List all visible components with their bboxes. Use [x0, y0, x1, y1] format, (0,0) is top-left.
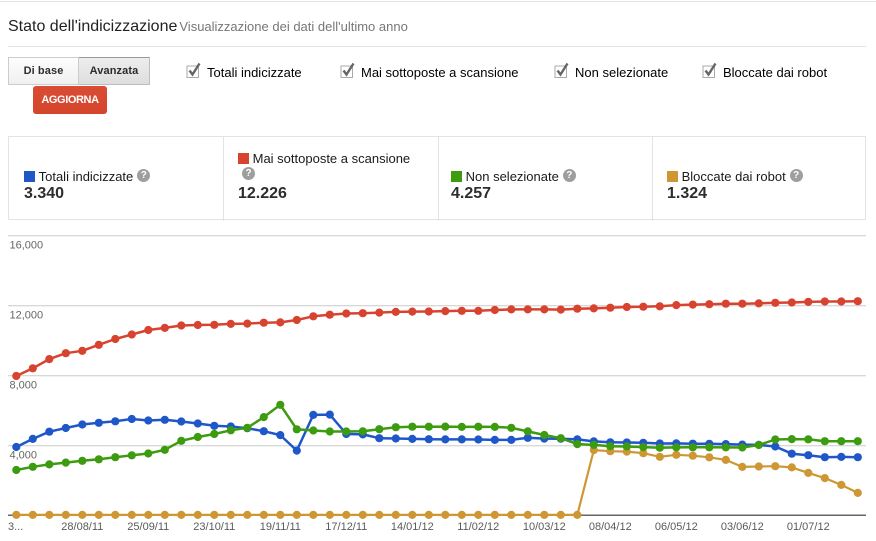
svg-text:06/05/12: 06/05/12: [655, 521, 698, 533]
svg-text:17/12/11: 17/12/11: [325, 521, 367, 533]
svg-text:14/01/12: 14/01/12: [391, 521, 434, 533]
svg-text:4,000: 4,000: [10, 450, 38, 462]
svg-text:8,000: 8,000: [10, 380, 38, 392]
svg-text:28/08/11: 28/08/11: [61, 521, 103, 533]
svg-text:12,000: 12,000: [10, 310, 44, 322]
svg-text:10/03/12: 10/03/12: [523, 521, 566, 533]
svg-text:08/04/12: 08/04/12: [589, 521, 632, 533]
svg-text:19/11/11: 19/11/11: [260, 521, 301, 533]
svg-text:3...: 3...: [8, 521, 23, 533]
svg-text:16,000: 16,000: [10, 240, 44, 252]
svg-text:03/06/12: 03/06/12: [721, 521, 764, 533]
svg-text:11/02/12: 11/02/12: [457, 521, 499, 533]
svg-text:25/09/11: 25/09/11: [127, 521, 169, 533]
svg-text:23/10/11: 23/10/11: [193, 521, 235, 533]
svg-text:01/07/12: 01/07/12: [787, 521, 830, 533]
